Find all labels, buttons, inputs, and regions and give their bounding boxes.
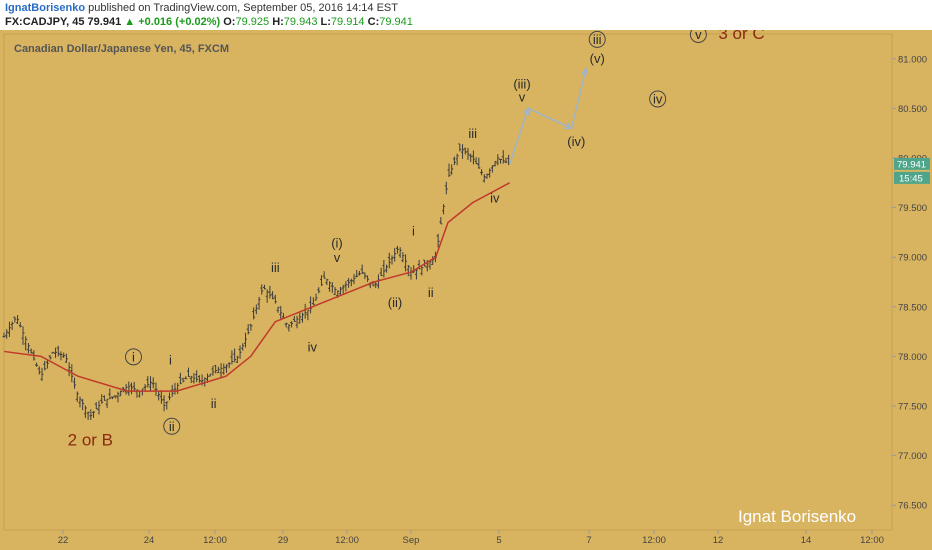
time-countdown-tag: 15:45	[899, 173, 923, 184]
wave-label: (ii)	[388, 295, 402, 310]
wave-label: iv	[490, 191, 500, 206]
price-tags: 79.941 15:45	[894, 157, 930, 184]
price-chart[interactable]: Canadian Dollar/Japanese Yen, 45, FXCM 8…	[0, 30, 932, 550]
wave-circle	[588, 30, 606, 48]
close-value: 79.941	[379, 16, 413, 28]
time-tick-label: 12	[713, 535, 724, 546]
wave-label: ii	[211, 396, 217, 411]
wave-label: iii	[593, 32, 602, 47]
time-tick-label: 24	[144, 535, 155, 546]
time-tick-label: 12:00	[203, 535, 227, 546]
high-label: H:	[272, 16, 284, 28]
time-axis[interactable]: 22 24 12:00 29 12:00 Sep 5 7 12:00 12 14 12:00	[58, 530, 884, 546]
wave-label: i	[412, 223, 415, 238]
time-countdown-badge	[894, 171, 930, 184]
low-value: 79.914	[330, 16, 365, 28]
wave-label: iv	[308, 339, 318, 354]
last-price-badge	[894, 157, 930, 170]
last-price-tag: 79.941	[897, 159, 926, 170]
close-label: C:	[367, 16, 380, 28]
time-tick-label: 29	[278, 535, 289, 546]
last-price: 79.941	[87, 16, 122, 28]
time-tick-label: 22	[58, 535, 69, 546]
price-tick-label: 78.000	[898, 352, 927, 363]
symbol-label: FX:CADJPY, 45	[5, 16, 85, 28]
wave-label: v	[695, 30, 702, 42]
projection-line	[508, 108, 529, 165]
open-label: O:	[223, 16, 236, 28]
author-link[interactable]: IgnatBorisenko	[5, 2, 86, 14]
high-value: 79.943	[283, 16, 318, 28]
wave-label: (iv)	[567, 134, 585, 149]
wave-label: i	[132, 349, 135, 364]
wave-label: v	[519, 89, 526, 104]
wave-label: iv	[653, 91, 663, 106]
publish-info: published on TradingView.com, September …	[88, 2, 398, 14]
time-tick-label: Sep	[403, 535, 420, 546]
publish-header: IgnatBorisenko published on TradingView.…	[5, 2, 398, 14]
price-tick-label: 76.500	[898, 501, 927, 512]
time-tick-label: 5	[496, 535, 501, 546]
plot-border	[3, 33, 893, 531]
wave-label: v	[334, 250, 341, 265]
price-series	[2, 67, 589, 420]
wave-label: ii	[428, 285, 434, 300]
degree-label: 2 or B	[68, 431, 113, 450]
wave-labels: iiiiiiiiiiv(i)v(ii)iiiiiiiv(iii)v(iv)iii…	[68, 30, 765, 450]
price-tick-label: 77.500	[898, 402, 927, 413]
instrument-title: Canadian Dollar/Japanese Yen, 45, FXCM	[14, 43, 229, 55]
wave-label: i	[169, 352, 172, 367]
price-tick-label: 78.500	[898, 302, 927, 313]
projection-arrowhead	[581, 67, 589, 76]
price-tick-label: 81.000	[898, 54, 927, 65]
time-tick-label: 12:00	[335, 535, 359, 546]
wave-label: iii	[468, 126, 477, 141]
projection-line	[527, 107, 572, 129]
wave-label: (v)	[590, 51, 605, 66]
wave-circle	[125, 348, 142, 366]
wave-circle	[689, 30, 707, 43]
price-change: +0.016 (+0.02%)	[138, 16, 221, 28]
wave-circle	[649, 90, 667, 108]
low-label: L:	[320, 16, 331, 28]
chart-background	[0, 30, 932, 550]
price-tick-label: 79.000	[898, 253, 927, 264]
price-tick-label: 80.500	[898, 104, 927, 115]
wave-label: ii	[169, 419, 175, 434]
wave-circle	[163, 417, 181, 435]
wave-label: (i)	[331, 235, 343, 250]
time-tick-label: 12:00	[642, 535, 666, 546]
price-tick-label: 77.000	[898, 451, 927, 462]
open-value: 79.925	[235, 16, 270, 28]
wave-label: (iii)	[513, 77, 530, 92]
time-tick-label: 7	[586, 535, 591, 546]
moving-average-line	[3, 182, 511, 392]
wave-label: iii	[271, 260, 280, 275]
up-arrow-icon: ▲	[124, 16, 136, 28]
projection-line	[570, 68, 587, 129]
time-tick-label: 14	[801, 535, 812, 546]
symbol-header: FX:CADJPY, 45 79.941 ▲ +0.016 (+0.02%) O…	[5, 16, 413, 28]
time-tick-label: 12:00	[860, 535, 884, 546]
degree-label: 3 or C	[718, 30, 764, 43]
author-watermark: Ignat Borisenko	[738, 507, 856, 526]
price-tick-label: 79.500	[898, 203, 927, 214]
